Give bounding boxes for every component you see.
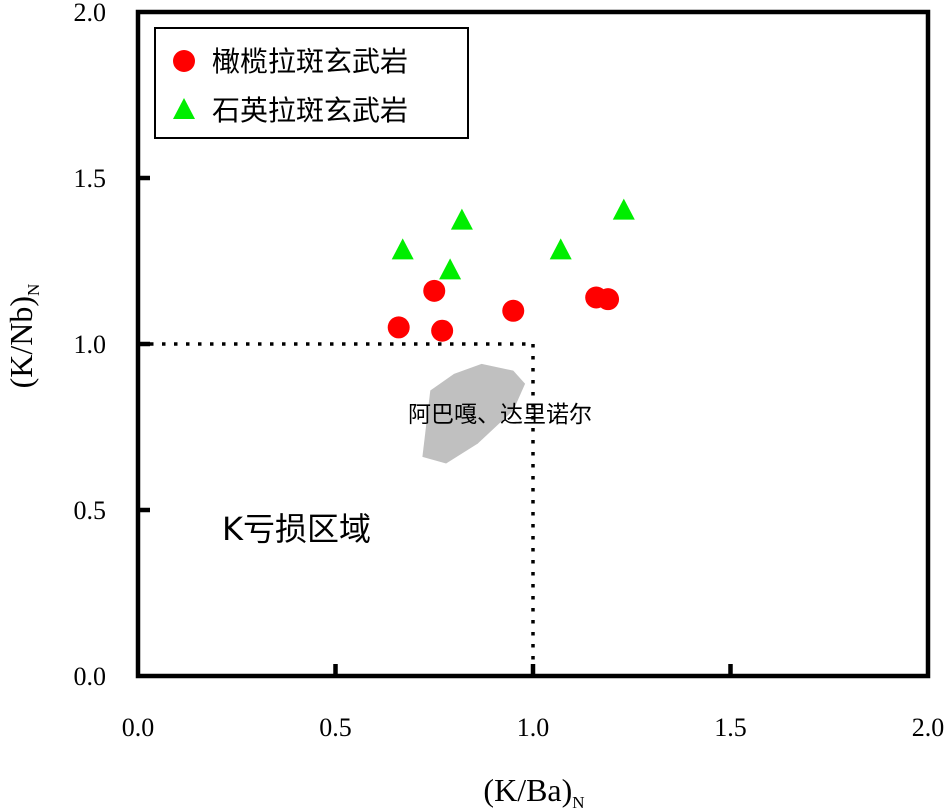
legend-circle-marker [173,50,195,72]
data-markers [387,198,635,342]
quartz-tholeiite-point [612,198,635,220]
olivine-tholeiite-point [502,299,525,322]
axis-ticks [138,175,733,676]
y-tick-label: 1.5 [74,164,107,193]
y-tick-label: 2.0 [74,0,107,27]
region-layer [422,363,526,464]
reference-lines [138,342,535,676]
olivine-tholeiite-point [387,316,410,339]
x-tick-label: 1.0 [517,713,550,742]
region-polygon [422,363,526,464]
legend-box [154,27,469,139]
olivine-tholeiite-point [431,319,454,342]
legend-label: 石英拉斑玄武岩 [212,94,408,127]
labels: 0.0 0.5 1.0 1.5 2.0 0.0 0.5 1.0 1.5 2.0 (K/Ba)N (K/… [3,0,944,811]
y-tick-label: 1.0 [74,330,107,359]
x-tick-label: 2.0 [912,713,945,742]
quartz-tholeiite-point [439,258,462,280]
legend-triangle-marker [173,98,195,119]
olivine-tholeiite-point [423,279,446,302]
quartz-tholeiite-point [549,238,572,260]
x-axis-title: (K/Ba)N [483,772,584,811]
x-axis-subscript: N [572,793,584,811]
x-tick-label: 1.5 [714,713,747,742]
y-axis-title: (K/Nb)N [3,284,43,389]
quartz-tholeiite-point [450,208,473,230]
k-depletion-label: K亏损区域 [222,510,371,548]
y-axis-subscript: N [24,284,43,296]
quartz-tholeiite-point [391,238,414,260]
y-tick-label: 0.5 [74,496,107,525]
legend-label: 橄榄拉斑玄武岩 [212,45,408,78]
x-tick-label: 0.0 [122,713,155,742]
y-tick-label: 0.0 [74,662,107,691]
region-label: 阿巴嘎、达里诺尔 [408,402,592,428]
x-tick-label: 0.5 [319,713,352,742]
olivine-tholeiite-point [597,288,620,311]
